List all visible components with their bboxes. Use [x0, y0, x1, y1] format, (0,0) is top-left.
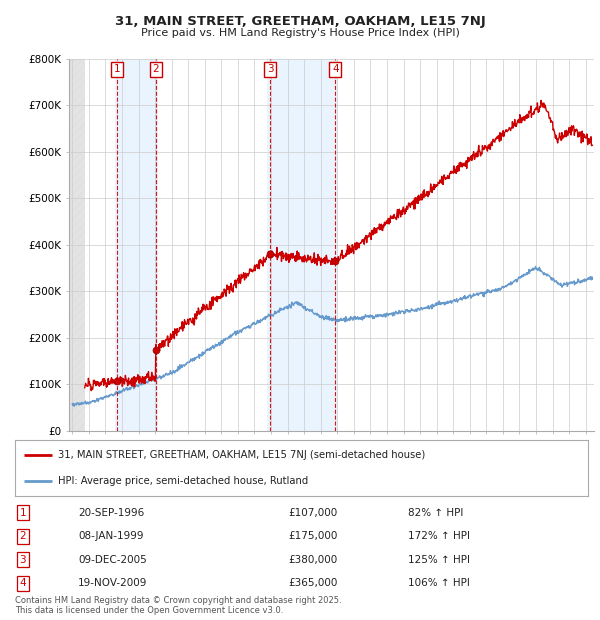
- Text: 125% ↑ HPI: 125% ↑ HPI: [408, 555, 470, 565]
- Text: 31, MAIN STREET, GREETHAM, OAKHAM, LE15 7NJ: 31, MAIN STREET, GREETHAM, OAKHAM, LE15 …: [115, 16, 485, 29]
- Text: £380,000: £380,000: [288, 555, 337, 565]
- Bar: [115, 59, 158, 431]
- Text: 172% ↑ HPI: 172% ↑ HPI: [408, 531, 470, 541]
- Text: Contains HM Land Registry data © Crown copyright and database right 2025.
This d: Contains HM Land Registry data © Crown c…: [15, 596, 341, 615]
- Text: HPI: Average price, semi-detached house, Rutland: HPI: Average price, semi-detached house,…: [58, 476, 308, 486]
- Text: 3: 3: [267, 64, 274, 74]
- Text: £107,000: £107,000: [288, 508, 337, 518]
- Bar: [267, 59, 338, 431]
- Text: 3: 3: [19, 555, 26, 565]
- Text: Price paid vs. HM Land Registry's House Price Index (HPI): Price paid vs. HM Land Registry's House …: [140, 28, 460, 38]
- Text: 20-SEP-1996: 20-SEP-1996: [78, 508, 144, 518]
- Text: £175,000: £175,000: [288, 531, 337, 541]
- Text: 82% ↑ HPI: 82% ↑ HPI: [408, 508, 463, 518]
- Text: 2: 2: [152, 64, 159, 74]
- Text: 106% ↑ HPI: 106% ↑ HPI: [408, 578, 470, 588]
- Text: 4: 4: [332, 64, 338, 74]
- Text: 2: 2: [19, 531, 26, 541]
- Text: 31, MAIN STREET, GREETHAM, OAKHAM, LE15 7NJ (semi-detached house): 31, MAIN STREET, GREETHAM, OAKHAM, LE15 …: [58, 450, 425, 460]
- Text: £365,000: £365,000: [288, 578, 337, 588]
- Text: 09-DEC-2005: 09-DEC-2005: [78, 555, 147, 565]
- Text: 1: 1: [114, 64, 121, 74]
- Text: 08-JAN-1999: 08-JAN-1999: [78, 531, 143, 541]
- Text: 19-NOV-2009: 19-NOV-2009: [78, 578, 148, 588]
- Bar: [69, 59, 85, 431]
- Text: 4: 4: [19, 578, 26, 588]
- Text: 1: 1: [19, 508, 26, 518]
